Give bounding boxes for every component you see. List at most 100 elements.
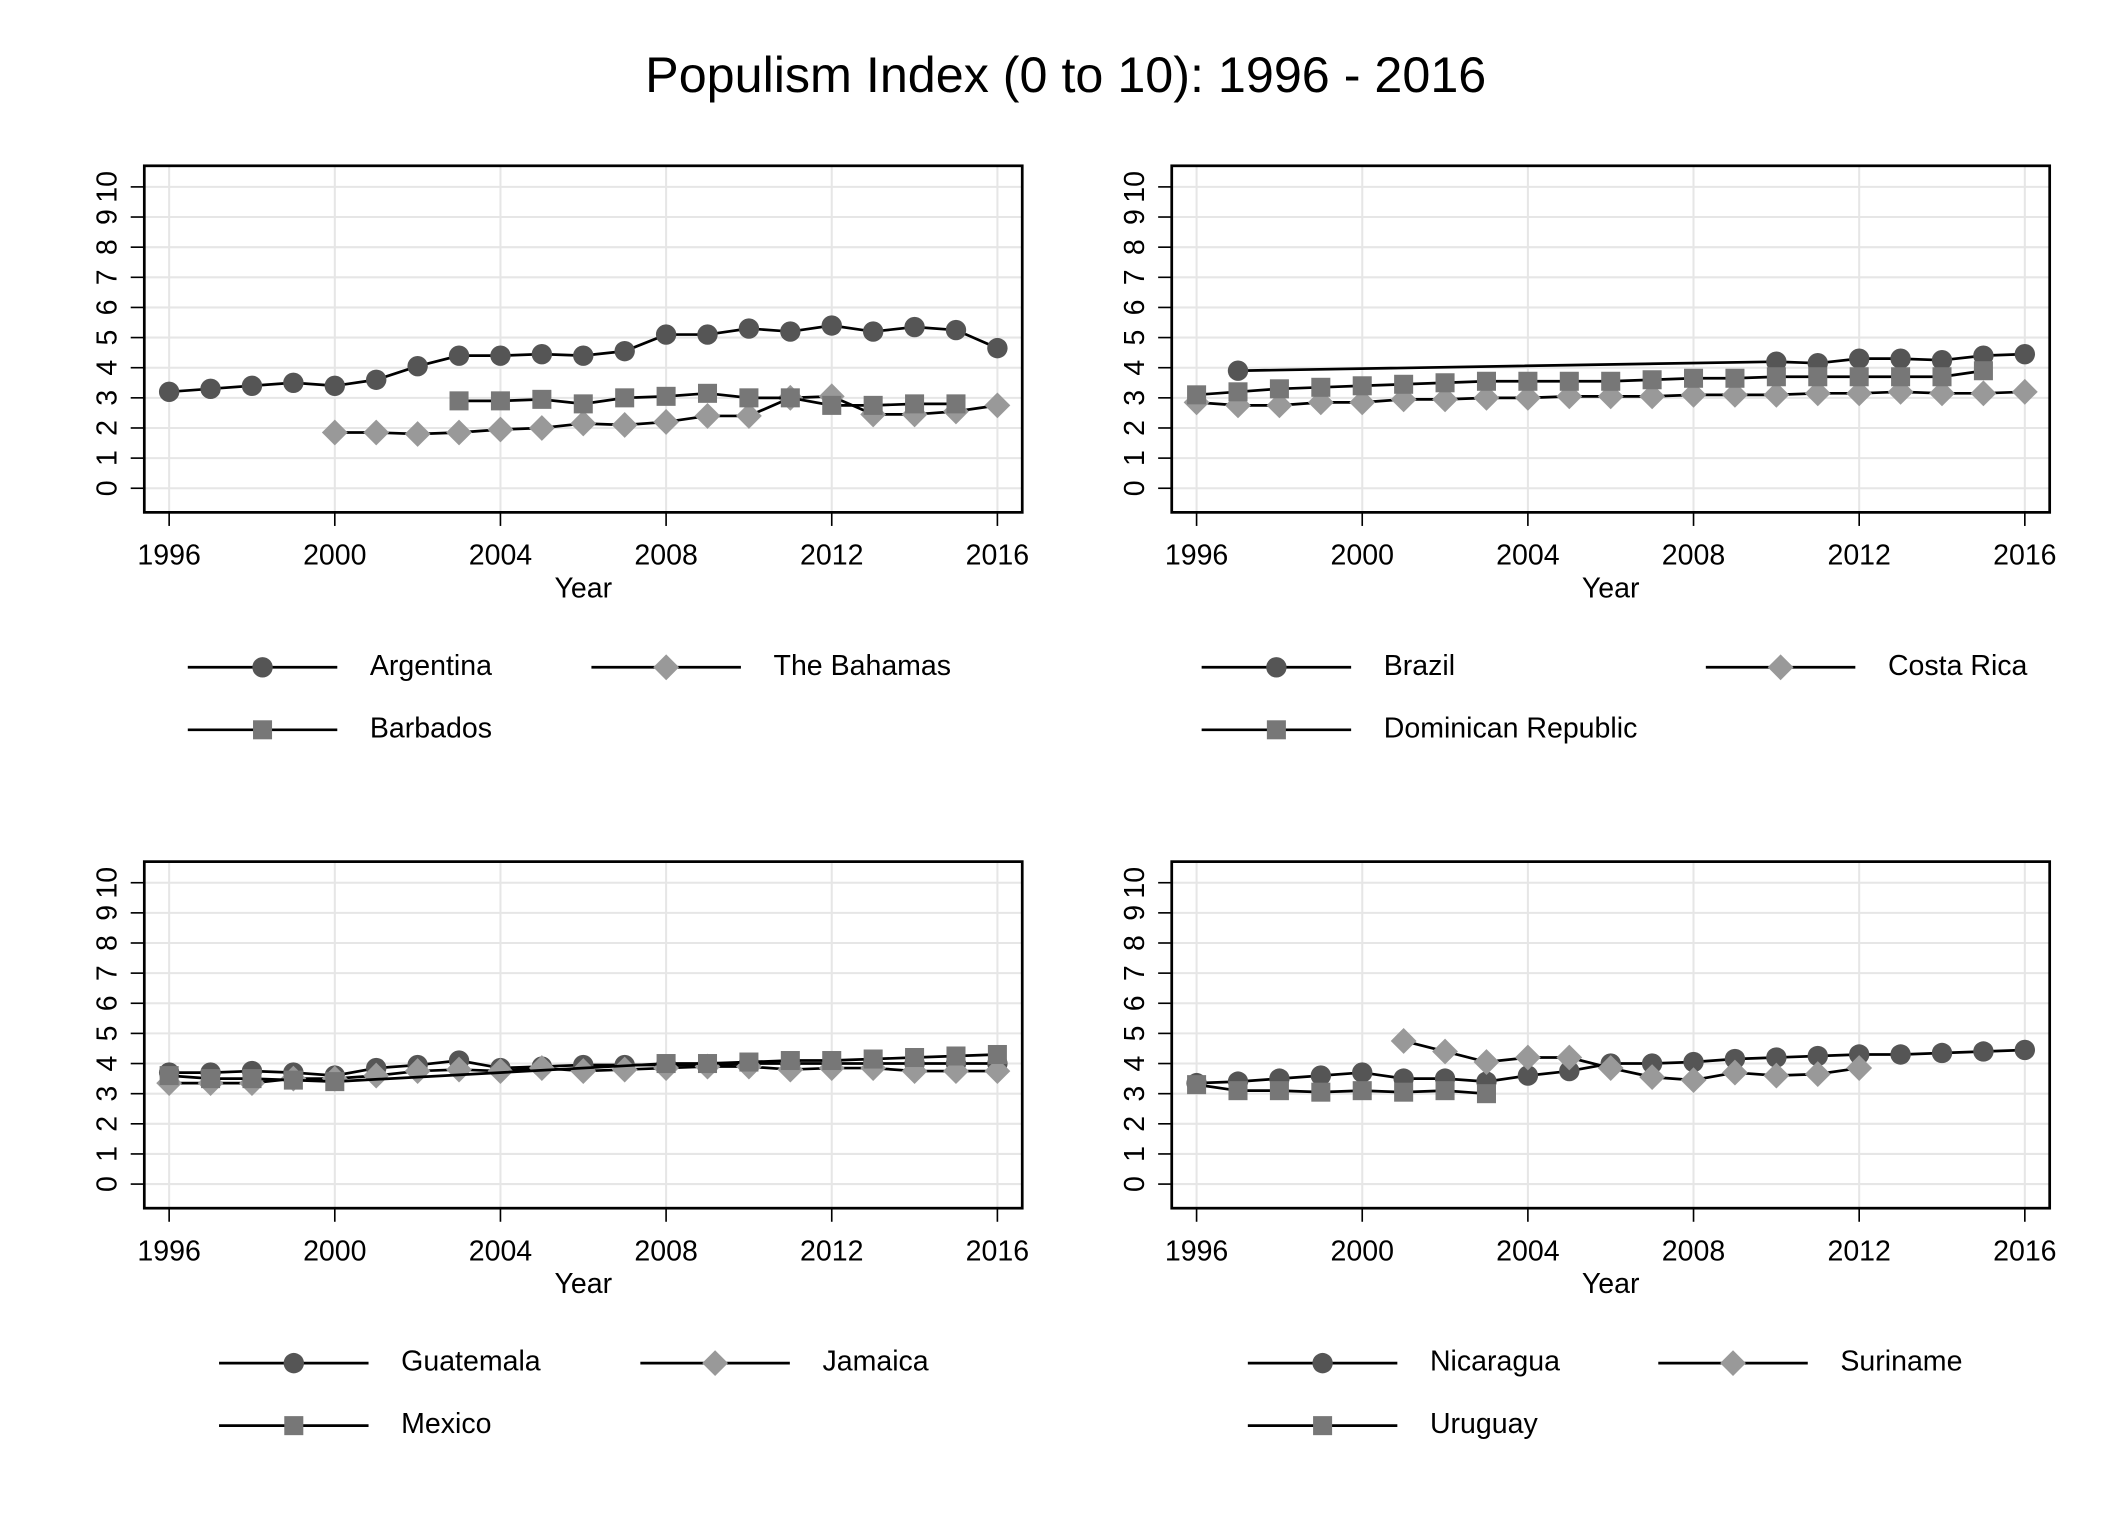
marker	[615, 388, 635, 408]
marker	[1680, 1067, 1707, 1094]
marker	[656, 386, 676, 406]
marker	[1804, 1061, 1831, 1087]
marker	[1932, 367, 1952, 387]
y-tick-label: 0	[1119, 480, 1151, 496]
marker	[1804, 380, 1831, 407]
marker	[321, 419, 348, 446]
marker	[201, 1069, 221, 1089]
marker	[490, 391, 510, 411]
marker	[1349, 389, 1376, 416]
marker	[822, 395, 842, 415]
legend-label: Costa Rica	[1888, 650, 2028, 682]
legend-marker	[1313, 1416, 1333, 1436]
x-tick-label: 2000	[1331, 540, 1394, 572]
marker	[862, 321, 884, 342]
plot-frame	[1170, 164, 2052, 514]
marker	[528, 1055, 555, 1081]
marker	[1848, 348, 1870, 369]
y-tick-label: 2	[1119, 1116, 1151, 1132]
marker	[324, 375, 345, 396]
x-tick-label: 1996	[137, 1236, 200, 1268]
marker	[1476, 371, 1496, 391]
marker	[1725, 368, 1745, 388]
y-tick-label: 6	[1119, 995, 1151, 1011]
y-tick-label: 7	[1119, 965, 1151, 981]
legend-marker	[1767, 654, 1794, 681]
y-tick-label: 5	[1119, 1025, 1151, 1041]
marker	[1390, 1028, 1417, 1054]
marker	[1432, 386, 1458, 413]
marker	[987, 337, 1008, 359]
marker	[697, 383, 718, 403]
x-tick-label: 2016	[1993, 540, 2056, 572]
y-tick-label: 4	[91, 360, 123, 376]
legend-label: Suriname	[1840, 1346, 1962, 1378]
marker	[159, 1066, 179, 1086]
marker	[1766, 1047, 1787, 1068]
x-tick-label: 2000	[1331, 1236, 1394, 1268]
marker	[1266, 392, 1293, 419]
legend-marker	[284, 1416, 304, 1436]
marker	[946, 394, 966, 414]
marker	[1394, 374, 1414, 394]
marker	[404, 421, 431, 447]
marker	[570, 410, 597, 437]
marker	[1722, 1059, 1748, 1086]
marker	[1890, 348, 1911, 369]
marker	[1929, 380, 1955, 407]
series-line	[1403, 1039, 1860, 1082]
marker	[325, 1072, 345, 1092]
marker	[694, 403, 721, 429]
marker	[532, 389, 552, 409]
y-tick-label: 9	[91, 905, 123, 921]
marker	[2011, 378, 2038, 405]
marker	[1269, 379, 1289, 399]
marker	[736, 403, 762, 429]
x-tick-label: 2004	[469, 1236, 533, 1268]
legend-label: Dominican Republic	[1384, 712, 1638, 744]
marker	[531, 343, 553, 365]
y-tick-label: 1	[1119, 450, 1151, 466]
marker	[1352, 1062, 1373, 1083]
marker	[1228, 382, 1248, 402]
marker	[1973, 361, 1993, 381]
legend-label: Nicaragua	[1430, 1346, 1560, 1378]
y-tick-label: 1	[91, 1146, 123, 1162]
marker	[1514, 1044, 1541, 1071]
legend-label: Barbados	[370, 712, 492, 744]
plot-frame	[1170, 860, 2052, 1210]
marker	[1890, 1044, 1911, 1065]
marker	[1724, 1048, 1746, 1070]
x-tick-label: 2016	[966, 540, 1029, 572]
x-tick-label: 2004	[1496, 1236, 1560, 1268]
marker	[1891, 367, 1911, 387]
legend-label: Mexico	[401, 1408, 491, 1440]
marker	[656, 1054, 676, 1074]
marker	[945, 319, 967, 341]
y-tick-label: 2	[91, 1116, 123, 1132]
legend-marker	[1266, 720, 1286, 740]
marker	[1766, 367, 1786, 387]
plot-frame	[142, 860, 1024, 1210]
x-tick-label: 2012	[1827, 1236, 1890, 1268]
x-tick-label: 2012	[1827, 540, 1890, 572]
marker	[241, 375, 263, 396]
marker	[780, 1051, 800, 1071]
y-tick-label: 6	[1119, 300, 1151, 316]
marker	[904, 316, 925, 338]
y-tick-label: 8	[91, 239, 123, 255]
y-tick-label: 8	[1119, 239, 1151, 255]
y-tick-label: 10	[91, 171, 123, 203]
y-tick-label: 2	[91, 420, 123, 436]
marker	[946, 1046, 966, 1066]
y-tick-label: 0	[91, 480, 123, 496]
marker	[1684, 368, 1704, 388]
legend-marker	[702, 1350, 729, 1377]
marker	[1848, 1044, 1870, 1065]
marker	[1970, 380, 1997, 407]
marker	[697, 1054, 718, 1074]
plot-frame	[142, 164, 1024, 514]
y-tick-label: 7	[91, 965, 123, 981]
marker	[863, 395, 883, 415]
